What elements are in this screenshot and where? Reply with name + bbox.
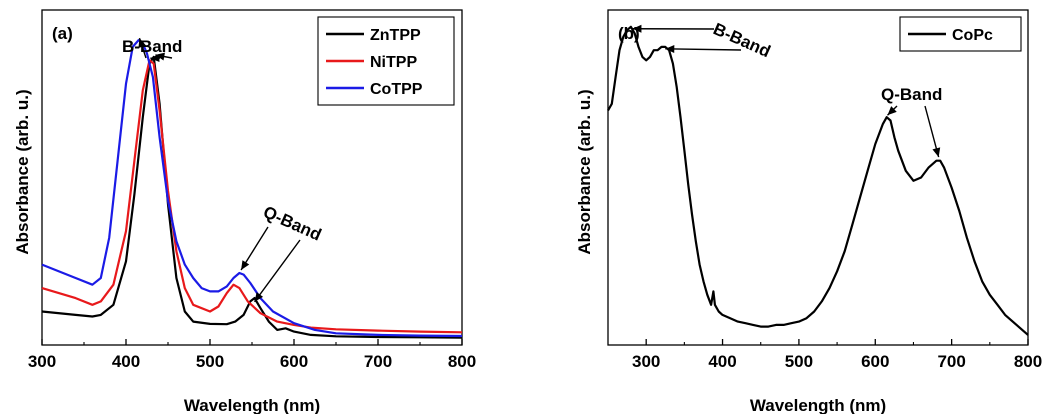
arrow-head xyxy=(155,52,165,61)
plot-area: 300 400 500 600 700 800 xyxy=(28,9,476,371)
x-tick-label: 600 xyxy=(861,352,889,371)
x-tick-label: 400 xyxy=(708,352,736,371)
arrow-head xyxy=(665,44,675,53)
x-tick-label: 400 xyxy=(112,352,140,371)
panel-label: (b) xyxy=(618,24,640,43)
series-line-cotpp xyxy=(41,39,463,338)
plot-area: 300 400 500 600 700 800 xyxy=(607,9,1042,371)
legend-label: CoPc xyxy=(952,27,993,44)
arrow-head xyxy=(138,38,147,48)
x-tick-label: 800 xyxy=(448,352,476,371)
x-tick-label: 700 xyxy=(937,352,965,371)
series-line-copc xyxy=(607,25,1029,336)
x-tick-label: 500 xyxy=(785,352,813,371)
arrow-head xyxy=(632,24,642,33)
annotation-q-band: Q-Band xyxy=(260,202,324,244)
annotation-b-band: B-Band xyxy=(710,19,773,61)
legend: CoPc xyxy=(899,16,1022,52)
legend-label: ZnTPP xyxy=(370,27,421,44)
arrow-head xyxy=(932,147,941,158)
x-tick-label: 300 xyxy=(28,352,56,371)
x-tick-label: 700 xyxy=(364,352,392,371)
panel-label: (a) xyxy=(52,24,73,43)
arrow-head xyxy=(887,106,897,116)
legend-label: NiTPP xyxy=(370,54,417,71)
annotations: B-Band Q-Band xyxy=(632,19,942,158)
arrow-head xyxy=(241,260,250,270)
y-axis-title: Absorbance (arb. u.) xyxy=(575,89,594,254)
arrow-head xyxy=(254,292,264,302)
chart-panel-b: Absorbance (arb. u.) Wavelength (nm) 300… xyxy=(575,9,1042,414)
x-tick-label: 600 xyxy=(280,352,308,371)
chart-panel-a: Absorbance (arb. u.) Wavelength (nm) 300… xyxy=(13,9,476,414)
annotation-b-band: B-Band xyxy=(122,37,182,56)
plot-frame xyxy=(607,9,1029,346)
x-tick-label: 800 xyxy=(1014,352,1042,371)
series-line-zntpp xyxy=(41,55,463,339)
arrow-line xyxy=(253,239,301,303)
x-tick-label: 500 xyxy=(196,352,224,371)
x-axis-title: Wavelength (nm) xyxy=(750,396,886,414)
legend-label: CoTPP xyxy=(370,81,423,98)
annotation-q-band: Q-Band xyxy=(881,85,942,104)
y-axis-title: Absorbance (arb. u.) xyxy=(13,89,32,254)
legend: ZnTPP NiTPP CoTPP xyxy=(317,16,455,106)
arrow-line xyxy=(665,48,742,51)
x-tick-label: 300 xyxy=(632,352,660,371)
x-axis-title: Wavelength (nm) xyxy=(184,396,320,414)
